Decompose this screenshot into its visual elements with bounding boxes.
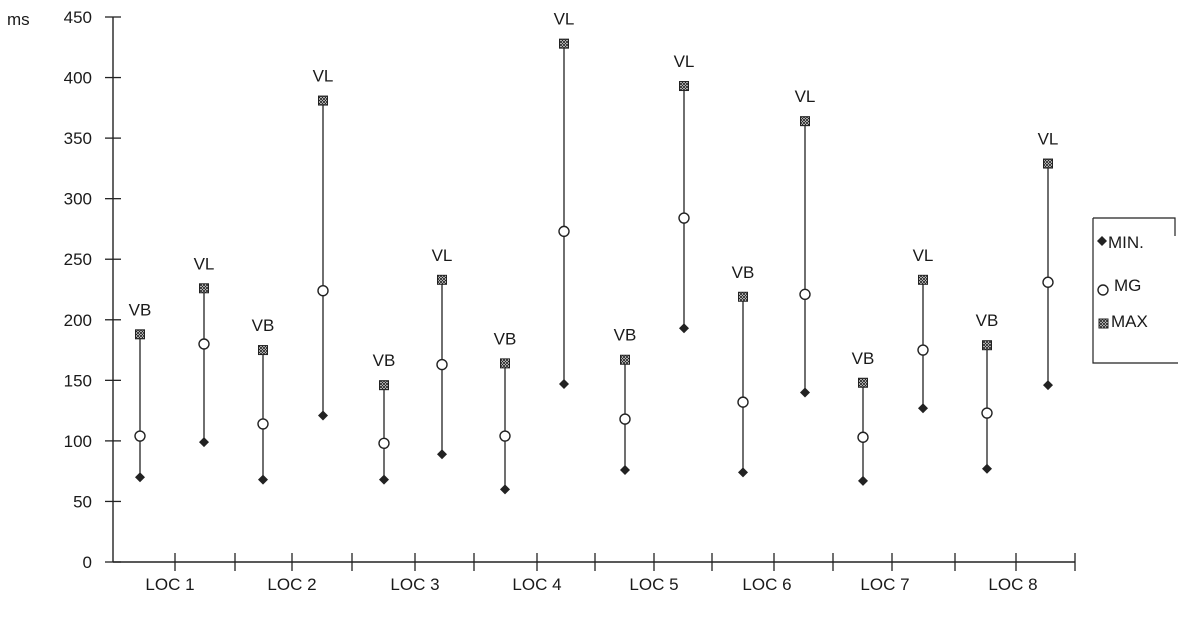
y-axis-unit-label: ms	[7, 10, 30, 29]
max-marker	[620, 354, 630, 365]
group-label: VL	[674, 52, 695, 71]
x-tick-label: LOC 1	[145, 575, 194, 594]
max-marker	[135, 329, 145, 340]
mg-marker	[378, 437, 390, 450]
min-marker	[1043, 380, 1053, 391]
min-marker	[199, 437, 209, 448]
mg-marker	[737, 396, 749, 408]
max-marker	[679, 81, 689, 92]
group-label: VL	[554, 10, 575, 29]
mg-marker	[558, 225, 570, 238]
x-tick-label: LOC 3	[390, 575, 439, 594]
group-label: VB	[373, 351, 396, 370]
group-label: VL	[795, 87, 816, 106]
legend-marker-max	[1098, 318, 1109, 329]
y-tick-label: 150	[64, 371, 92, 390]
min-marker	[620, 464, 630, 475]
group-label: VL	[1038, 130, 1059, 149]
group-label: VL	[432, 246, 453, 265]
y-tick-label: 350	[64, 129, 92, 148]
mg-marker	[857, 431, 869, 443]
max-marker	[318, 95, 328, 106]
mg-marker	[678, 212, 690, 224]
group-label: VB	[614, 326, 637, 345]
group-label: VL	[194, 254, 215, 273]
legend: MIN. MG MAX	[1092, 217, 1178, 364]
max-marker	[800, 116, 810, 127]
mg-marker	[1042, 276, 1054, 288]
legend-marker-mg	[1097, 284, 1109, 296]
max-marker	[1043, 158, 1053, 169]
mg-marker	[619, 413, 631, 425]
min-marker	[437, 449, 447, 460]
legend-frame	[1092, 217, 1178, 364]
y-tick-label: 100	[64, 432, 92, 451]
y-tick-label: 200	[64, 311, 92, 330]
min-marker	[858, 475, 868, 486]
group-labels: VB VL VB VL VB VL VB VL VB VL VB VL VB VL VB VL	[129, 10, 1059, 371]
max-marker	[379, 380, 389, 391]
min-marker	[800, 387, 810, 398]
max-marker	[738, 291, 748, 302]
legend-label-min: MIN.	[1108, 233, 1144, 252]
min-marker	[379, 474, 389, 485]
legend-label-max: MAX	[1111, 312, 1148, 331]
mg-marker	[917, 344, 929, 356]
legend-marker-min	[1097, 236, 1107, 246]
group-label: VB	[852, 349, 875, 368]
min-marker	[135, 472, 145, 483]
x-tick-label: LOC 8	[988, 575, 1037, 594]
range-lines	[139, 43, 1049, 490]
mg-marker	[799, 288, 811, 301]
max-marker	[437, 274, 447, 285]
x-tick-label: LOC 7	[860, 575, 909, 594]
max-marker	[500, 358, 510, 369]
mg-marker	[134, 430, 146, 442]
y-tick-label: 250	[64, 250, 92, 269]
mg-marker	[981, 407, 993, 419]
min-marker	[679, 323, 689, 334]
x-tick-label: LOC 5	[629, 575, 678, 594]
max-marker	[258, 345, 268, 356]
max-marker	[858, 377, 868, 388]
mg-marker	[198, 338, 210, 350]
data-markers	[134, 38, 1054, 495]
mg-marker	[499, 430, 511, 442]
x-tick-label: LOC 6	[742, 575, 791, 594]
max-marker	[982, 340, 992, 351]
group-label: VL	[313, 67, 334, 86]
legend-label-mg: MG	[1114, 276, 1141, 295]
max-marker	[199, 283, 209, 294]
x-tick-label: LOC 4	[512, 575, 561, 594]
min-marker	[918, 403, 928, 414]
max-marker	[918, 274, 928, 285]
group-label: VB	[252, 316, 275, 335]
group-label: VB	[732, 263, 755, 282]
y-tick-label: 0	[83, 553, 92, 572]
y-tick-label: 50	[73, 492, 92, 511]
group-label: VB	[976, 311, 999, 330]
x-tick-label: LOC 2	[267, 575, 316, 594]
mg-marker	[436, 358, 448, 371]
min-marker	[318, 410, 328, 421]
group-label: VB	[494, 329, 517, 348]
group-label: VL	[913, 246, 934, 265]
y-tick-label: 450	[64, 8, 92, 27]
min-marker	[258, 474, 268, 485]
max-marker	[559, 38, 569, 49]
min-marker	[982, 463, 992, 474]
mg-marker	[317, 285, 329, 297]
axes: 0 50 100 150 200 250 300 350 400 450 LOC 1 LOC 2 LOC…	[64, 8, 1076, 594]
y-tick-label: 400	[64, 69, 92, 88]
min-marker	[559, 378, 569, 389]
mg-marker	[257, 418, 269, 430]
group-label: VB	[129, 300, 152, 319]
y-tick-label: 300	[64, 190, 92, 209]
min-marker	[500, 484, 510, 495]
min-marker	[738, 467, 748, 478]
